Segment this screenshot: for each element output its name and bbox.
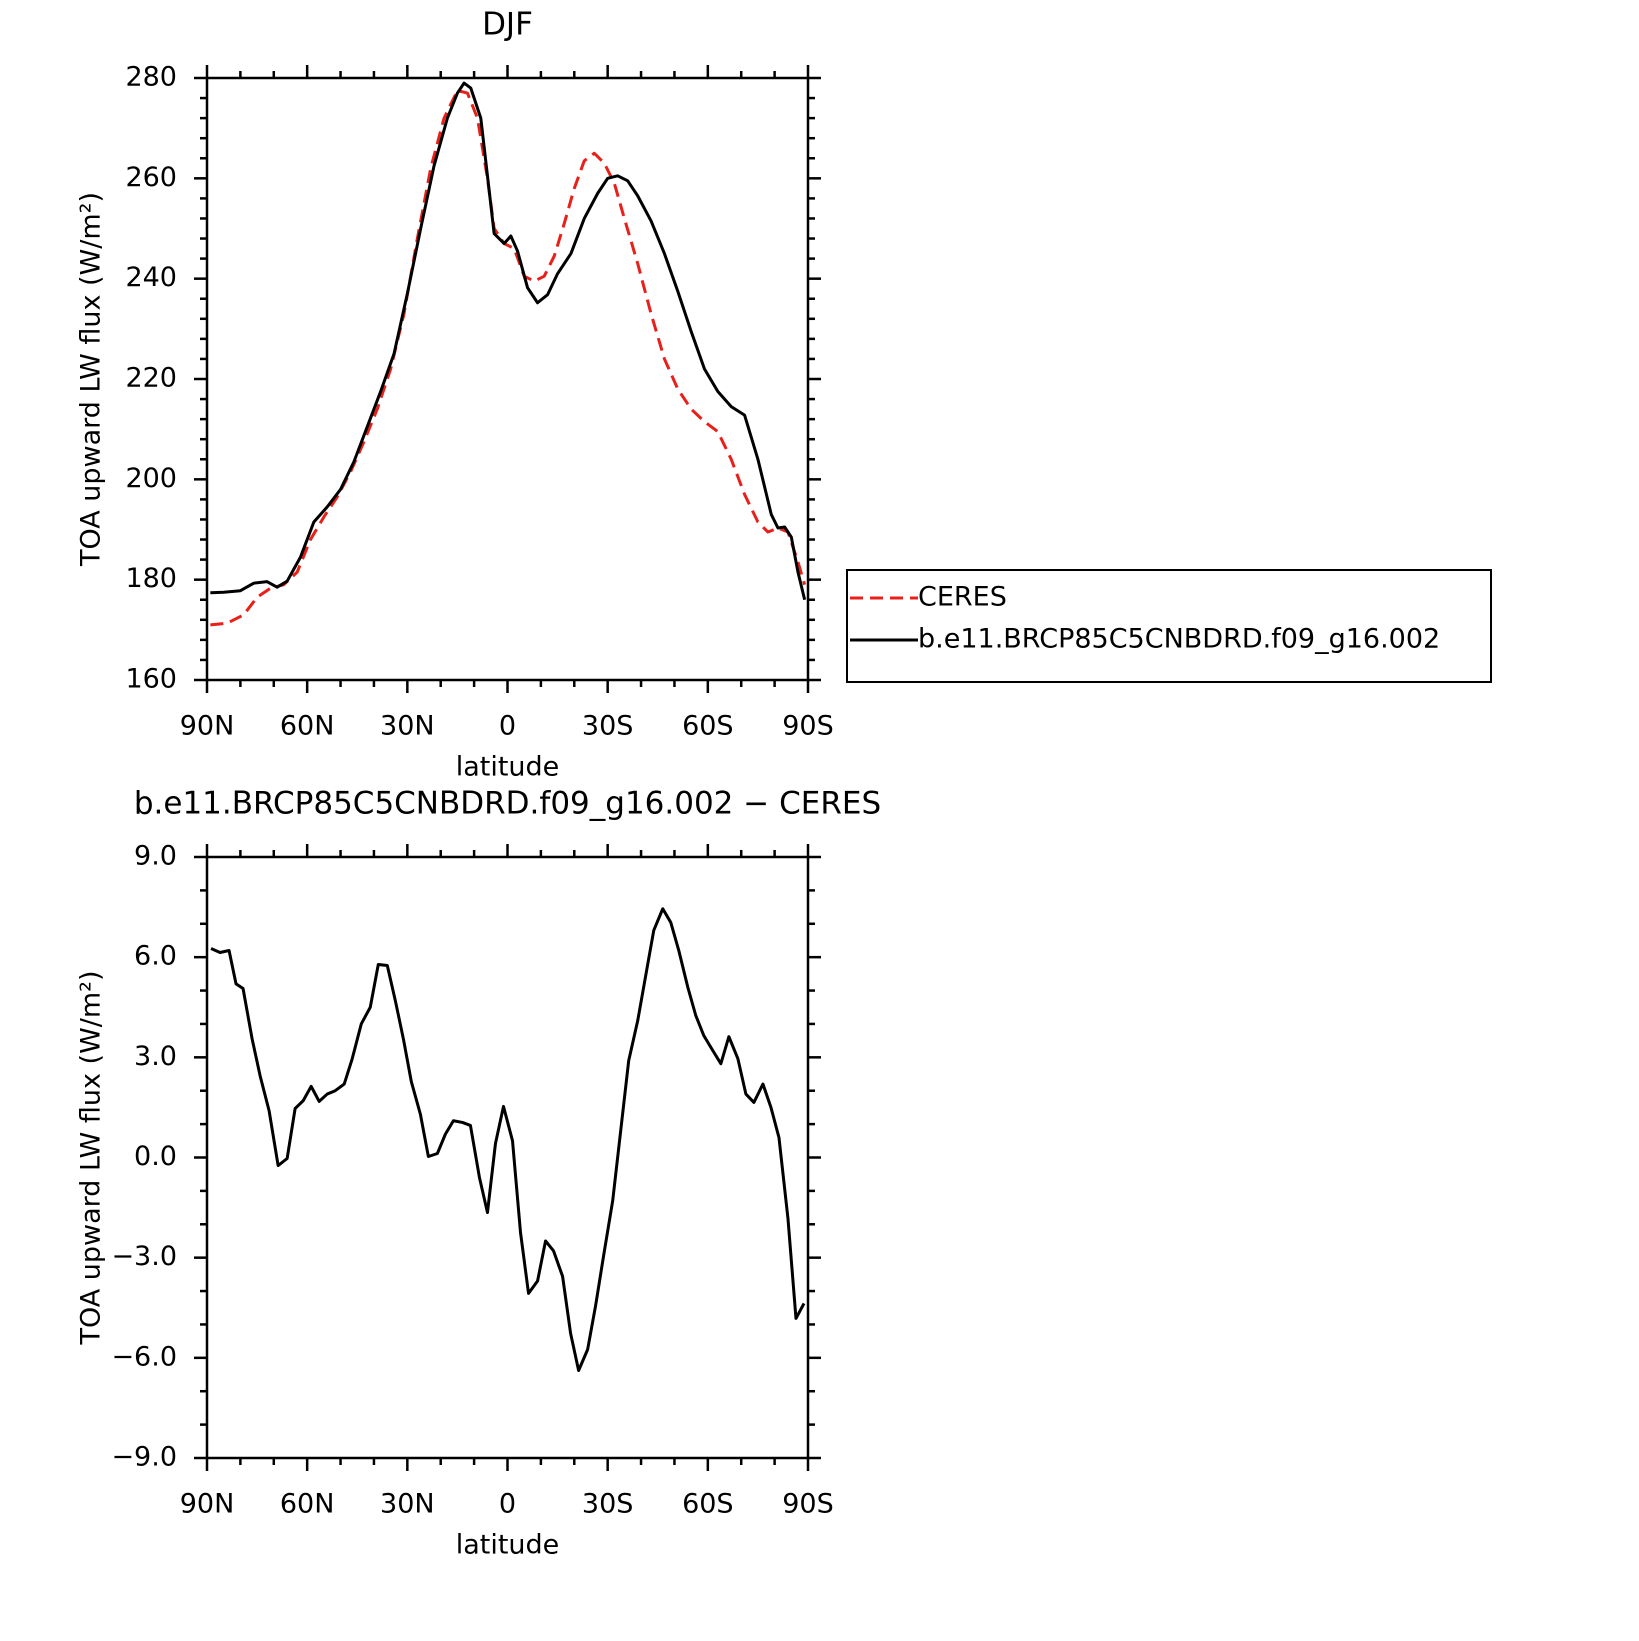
x-tick-label: 90N bbox=[180, 711, 235, 742]
y-tick-label: 9.0 bbox=[134, 841, 177, 872]
y-tick-label: 200 bbox=[125, 463, 177, 494]
y-tick-label: 160 bbox=[125, 664, 177, 695]
legend-box bbox=[846, 569, 1492, 683]
y-tick-label: 220 bbox=[125, 363, 177, 394]
legend-label: b.e11.BRCP85C5CNBDRD.f09_g16.002 bbox=[918, 624, 1440, 655]
y-tick-label: 6.0 bbox=[134, 941, 177, 972]
y-axis-label: TOA upward LW flux (W/m²) bbox=[76, 192, 107, 567]
x-tick-label: 60N bbox=[280, 1489, 335, 1520]
y-tick-label: −6.0 bbox=[111, 1341, 177, 1372]
chart-title: b.e11.BRCP85C5CNBDRD.f09_g16.002 − CERES bbox=[134, 786, 881, 822]
x-tick-label: 30S bbox=[582, 711, 634, 742]
x-tick-label: 60N bbox=[280, 711, 335, 742]
y-tick-label: 3.0 bbox=[134, 1041, 177, 1072]
x-axis-label: latitude bbox=[456, 752, 560, 783]
x-tick-label: 0 bbox=[499, 1489, 516, 1520]
y-tick-label: 180 bbox=[125, 563, 177, 594]
x-axis-label: latitude bbox=[456, 1530, 560, 1561]
x-tick-label: 30N bbox=[380, 711, 435, 742]
x-tick-label: 90N bbox=[180, 1489, 235, 1520]
data-line bbox=[210, 907, 806, 1373]
x-tick-label: 90S bbox=[782, 711, 834, 742]
y-tick-label: 260 bbox=[125, 162, 177, 193]
y-axis-label: TOA upward LW flux (W/m²) bbox=[76, 970, 107, 1345]
x-tick-label: 90S bbox=[782, 1489, 834, 1520]
y-tick-label: 240 bbox=[125, 262, 177, 293]
plot-frame bbox=[205, 855, 810, 1460]
y-tick-label: 280 bbox=[125, 62, 177, 93]
legend-label: CERES bbox=[918, 582, 1007, 613]
x-tick-label: 60S bbox=[682, 1489, 734, 1520]
x-tick-label: 30N bbox=[380, 1489, 435, 1520]
data-line bbox=[210, 81, 807, 601]
x-tick-label: 60S bbox=[682, 711, 734, 742]
plot-frame bbox=[205, 76, 810, 682]
x-tick-label: 0 bbox=[499, 711, 516, 742]
x-tick-label: 30S bbox=[582, 1489, 634, 1520]
y-tick-label: −9.0 bbox=[111, 1442, 177, 1473]
y-tick-label: 0.0 bbox=[134, 1141, 177, 1172]
y-tick-label: −3.0 bbox=[111, 1241, 177, 1272]
chart-title: DJF bbox=[482, 7, 533, 43]
